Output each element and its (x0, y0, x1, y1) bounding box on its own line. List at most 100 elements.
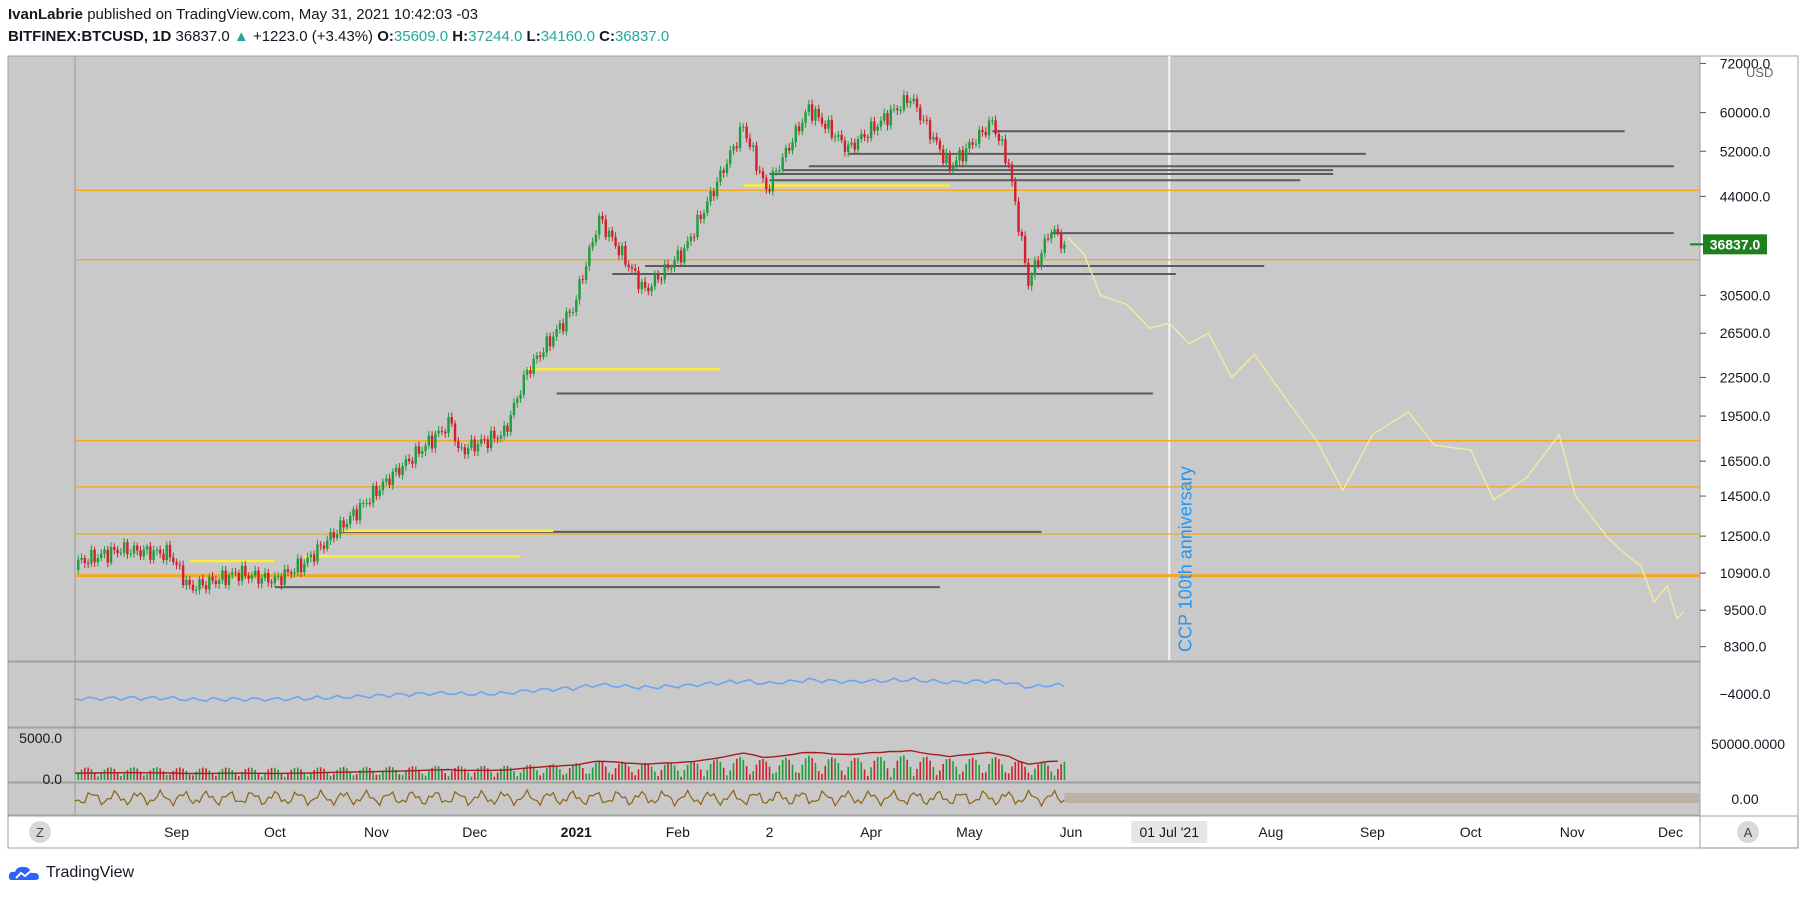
volume-bar (817, 771, 820, 780)
volume-bar (1011, 766, 1013, 780)
volume-bar (667, 762, 669, 780)
candle-body (660, 279, 663, 281)
candle-body (401, 466, 404, 475)
symbol-label[interactable]: BITFINEX:BTCUSD, 1D (8, 28, 172, 45)
candle-body (303, 563, 306, 573)
candle-body (499, 435, 503, 439)
candle-body (702, 213, 706, 219)
volume-bar (824, 765, 827, 780)
volume-bar (555, 765, 558, 780)
volume-bar (991, 758, 994, 780)
volume-bar (582, 767, 584, 780)
volume-bar (627, 766, 630, 780)
volume-bar (893, 767, 895, 780)
candle-body (909, 101, 912, 104)
volume-bar (637, 769, 640, 780)
volume-bar (614, 768, 617, 780)
author-name[interactable]: IvanLabrie (8, 6, 84, 23)
volume-bar (758, 760, 761, 780)
candle-body (715, 181, 719, 197)
volume-bar (663, 764, 666, 780)
volume-bar (300, 769, 302, 780)
volume-left-tick-bottom: 0.0 (43, 771, 63, 787)
volume-bar (726, 775, 728, 780)
candle-body (185, 579, 188, 586)
candle-body (234, 572, 237, 574)
tradingview-logo[interactable]: TradingView (8, 864, 134, 882)
volume-bar (411, 766, 414, 780)
volume-bar (709, 763, 712, 780)
candle-body (191, 584, 195, 591)
volume-bar (244, 769, 247, 780)
volume-bar (1057, 768, 1059, 780)
candle-body (355, 509, 358, 521)
volume-bar (93, 772, 96, 780)
candle-body (522, 374, 526, 395)
candle-body (935, 137, 938, 141)
volume-bar (545, 767, 548, 780)
volume-bar (542, 773, 545, 780)
candle-body (335, 534, 339, 538)
candle-body (136, 545, 139, 551)
volume-bar (234, 773, 237, 780)
volume-bar (97, 776, 99, 780)
volume-bar (588, 773, 591, 780)
candle-body (673, 260, 676, 268)
price-tick-label: 72000.0 (1720, 55, 1771, 71)
volume-bar (365, 766, 368, 780)
volume-bar (1014, 761, 1017, 780)
ohlc-line: BITFINEX:BTCUSD, 1D 36837.0 ▲ +1223.0 (+… (8, 28, 669, 45)
candle-body (722, 170, 725, 173)
last-price: 36837.0 (175, 28, 230, 45)
volume-bar (886, 768, 889, 780)
volume-bar (385, 767, 388, 780)
close-label: C: (599, 28, 615, 45)
publish-line: IvanLabrie published on TradingView.com,… (8, 6, 478, 23)
volume-bar (994, 757, 997, 780)
volume-bar (1001, 764, 1003, 780)
volume-bar (889, 776, 892, 780)
candle-body (398, 467, 401, 475)
volume-bar (113, 768, 116, 780)
volume-bar (670, 762, 673, 780)
volume-bar (873, 760, 876, 780)
candle-body (922, 119, 925, 121)
candle-body (774, 170, 778, 172)
volume-bar (952, 761, 954, 780)
annotation-label: CCP 100th anniversary (1175, 466, 1195, 652)
volume-bar (909, 766, 912, 780)
time-tick-label: Sep (164, 824, 189, 840)
candle-body (830, 119, 834, 138)
volume-bar (306, 776, 309, 780)
candle-body (411, 461, 414, 464)
volume-bar (487, 768, 489, 780)
volume-bar (831, 757, 833, 780)
volume-bar (696, 763, 699, 780)
volume-bar (660, 769, 663, 780)
volume-bar (313, 769, 315, 780)
candle-body (260, 578, 263, 584)
candle-body (955, 160, 958, 167)
candle-body (1023, 235, 1027, 263)
time-tick-label: 2021 (561, 824, 592, 840)
candle-body (453, 423, 457, 442)
candle-body (1053, 229, 1056, 233)
volume-bar (932, 766, 935, 780)
volume-bar (794, 772, 797, 780)
price-tick-label: 16500.0 (1720, 453, 1771, 469)
candle-body (1040, 253, 1043, 266)
candle-body (745, 126, 748, 139)
volume-bar (899, 756, 902, 780)
volume-bar (575, 763, 578, 780)
volume-bar (549, 764, 551, 780)
candle-body (516, 398, 519, 403)
volume-bar (880, 757, 882, 780)
volume-bar (939, 770, 941, 780)
low-value: 34160.0 (540, 28, 595, 45)
volume-bar (143, 775, 145, 780)
volume-bar (844, 775, 846, 780)
volume-bar (424, 775, 427, 780)
volume-bar (401, 775, 404, 780)
candle-body (807, 104, 811, 112)
